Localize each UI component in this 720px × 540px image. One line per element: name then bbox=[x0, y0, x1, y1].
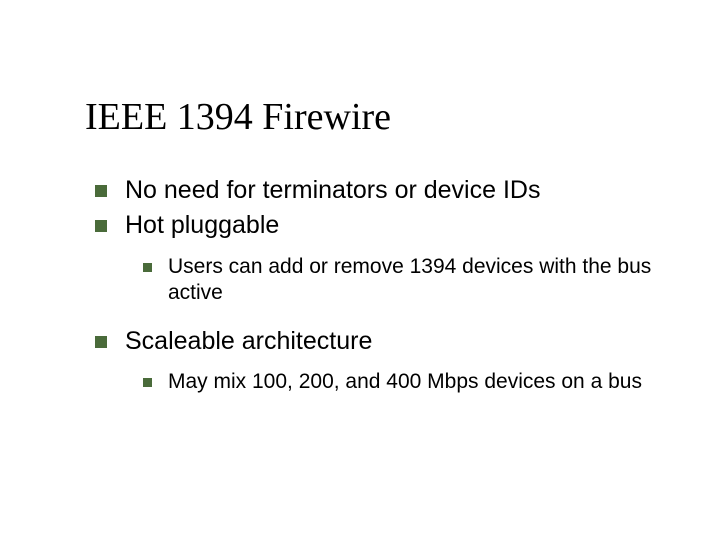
slide-content: No need for terminators or device IDs Ho… bbox=[95, 175, 660, 416]
sub-bullet-text: Users can add or remove 1394 devices wit… bbox=[168, 254, 660, 307]
square-bullet-icon bbox=[143, 378, 152, 387]
bullet-text: Hot pluggable bbox=[125, 210, 279, 241]
square-bullet-icon bbox=[143, 263, 152, 272]
slide: IEEE 1394 Firewire No need for terminato… bbox=[0, 0, 720, 540]
square-bullet-icon bbox=[95, 336, 107, 348]
sub-bullet-item-2: May mix 100, 200, and 400 Mbps devices o… bbox=[143, 369, 660, 395]
square-bullet-icon bbox=[95, 185, 107, 197]
slide-title: IEEE 1394 Firewire bbox=[85, 95, 391, 139]
bullet-item-2: Hot pluggable bbox=[95, 210, 660, 241]
bullet-text: Scaleable architecture bbox=[125, 326, 372, 357]
sub-bullet-group-1: Users can add or remove 1394 devices wit… bbox=[143, 254, 660, 307]
sub-bullet-item-1: Users can add or remove 1394 devices wit… bbox=[143, 254, 660, 307]
bullet-item-1: No need for terminators or device IDs bbox=[95, 175, 660, 206]
square-bullet-icon bbox=[95, 220, 107, 232]
bullet-text: No need for terminators or device IDs bbox=[125, 175, 540, 206]
bullet-item-3: Scaleable architecture bbox=[95, 326, 660, 357]
sub-bullet-group-2: May mix 100, 200, and 400 Mbps devices o… bbox=[143, 369, 660, 395]
sub-bullet-text: May mix 100, 200, and 400 Mbps devices o… bbox=[168, 369, 642, 395]
